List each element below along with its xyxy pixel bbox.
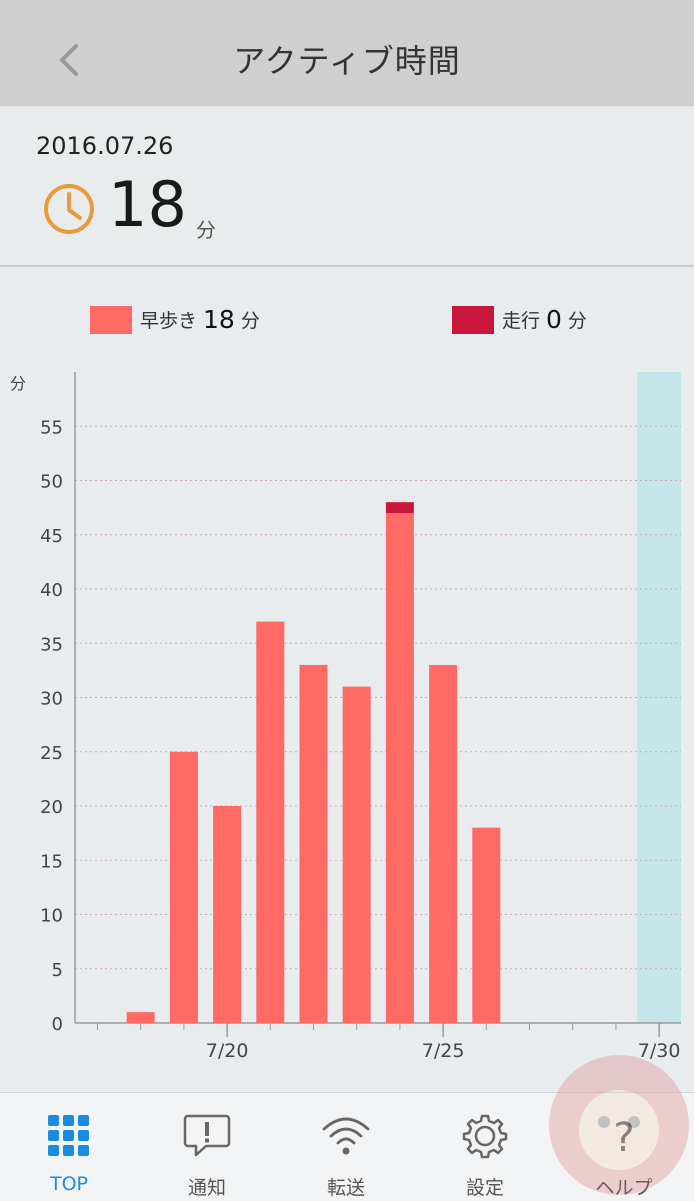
- bar-running-7/24: [385, 502, 414, 514]
- grid-icon: [48, 1115, 89, 1156]
- y-tick-label: 0: [52, 1014, 63, 1035]
- tab-label: 設定: [465, 1177, 504, 1199]
- x-tick-label: 7/20: [206, 1040, 249, 1062]
- bar-brisk-walk-7/25: [429, 664, 458, 1023]
- y-tick-label: 25: [40, 743, 63, 764]
- summary-unit: 分: [196, 218, 216, 242]
- legend-unit: 分: [240, 310, 260, 332]
- help-icon: ?: [613, 1115, 634, 1159]
- navigation-bar: アクティブ時間: [0, 0, 694, 106]
- bar-brisk-walk-7/23: [342, 686, 371, 1023]
- tab-bar: TOP 通知 転送 設定 ? ヘルプ: [0, 1092, 694, 1201]
- watermark-logo-icon: [549, 1055, 689, 1195]
- y-tick-label: 20: [40, 797, 63, 818]
- legend-label: 走行: [502, 310, 541, 332]
- clock-icon: [42, 182, 96, 240]
- wifi-icon: [322, 1117, 370, 1155]
- legend-unit: 分: [567, 310, 587, 332]
- bar-brisk-walk-7/18: [126, 1012, 155, 1023]
- tab-label: 通知: [187, 1177, 226, 1199]
- page-title: アクティブ時間: [233, 42, 461, 80]
- gear-icon: [462, 1114, 508, 1159]
- back-button[interactable]: [48, 40, 88, 80]
- tab-help[interactable]: ? ヘルプ: [555, 1093, 693, 1201]
- tab-label: TOP: [49, 1173, 89, 1195]
- summary-minutes-value: 18: [108, 168, 187, 241]
- tab-label: 転送: [326, 1177, 365, 1199]
- tab-top[interactable]: TOP: [0, 1093, 138, 1201]
- y-tick-label: 50: [40, 472, 63, 493]
- y-tick-label: 45: [40, 526, 63, 547]
- legend-value: 18: [203, 305, 235, 334]
- notification-icon: [183, 1114, 231, 1157]
- legend-running: 走行 0 分: [452, 305, 587, 334]
- chevron-left-icon: [60, 44, 78, 76]
- bar-brisk-walk-7/19: [169, 751, 198, 1023]
- x-tick-label: 7/30: [638, 1040, 681, 1062]
- y-tick-label: 30: [40, 689, 63, 710]
- bar-brisk-walk-7/21: [256, 621, 285, 1023]
- y-tick-label: 15: [40, 851, 63, 872]
- svg-text:?: ?: [613, 1115, 634, 1159]
- legend-label: 早歩き: [140, 310, 198, 332]
- x-tick-label: 7/25: [422, 1040, 465, 1062]
- tab-notification[interactable]: 通知: [138, 1093, 276, 1201]
- y-tick-label: 5: [52, 960, 63, 981]
- summary-panel: 2016.07.26 18 分: [0, 106, 694, 267]
- legend-swatch-brisk-walk: [90, 305, 132, 334]
- chart-area: 早歩き 18 分 走行 0 分 0 5 10 15 20 25 30 35 40 45 50 55 分 7…: [0, 267, 694, 1090]
- tab-transfer[interactable]: 転送: [277, 1093, 415, 1201]
- legend-brisk-walk: 早歩き 18 分: [90, 305, 260, 334]
- today-highlight-band: [637, 372, 681, 1023]
- bar-brisk-walk-7/24: [385, 513, 414, 1023]
- bar-brisk-walk-7/20: [213, 806, 242, 1023]
- tab-settings[interactable]: 設定: [416, 1093, 554, 1201]
- legend-swatch-running: [452, 305, 494, 334]
- bar-chart: 0 5 10 15 20 25 30 35 40 45 50 55 分 7/20 7/25 7/30: [10, 372, 681, 1062]
- bar-brisk-walk-7/26: [472, 827, 501, 1023]
- bar-brisk-walk-7/22: [299, 664, 328, 1023]
- summary-date: 2016.07.26: [36, 132, 174, 160]
- y-tick-label: 35: [40, 634, 63, 655]
- y-tick-label: 40: [40, 580, 63, 601]
- legend-value: 0: [546, 305, 562, 334]
- y-tick-label: 55: [40, 417, 63, 438]
- y-axis-unit-label: 分: [10, 374, 26, 393]
- tab-label: ヘルプ: [555, 1173, 693, 1200]
- y-tick-label: 10: [40, 906, 63, 927]
